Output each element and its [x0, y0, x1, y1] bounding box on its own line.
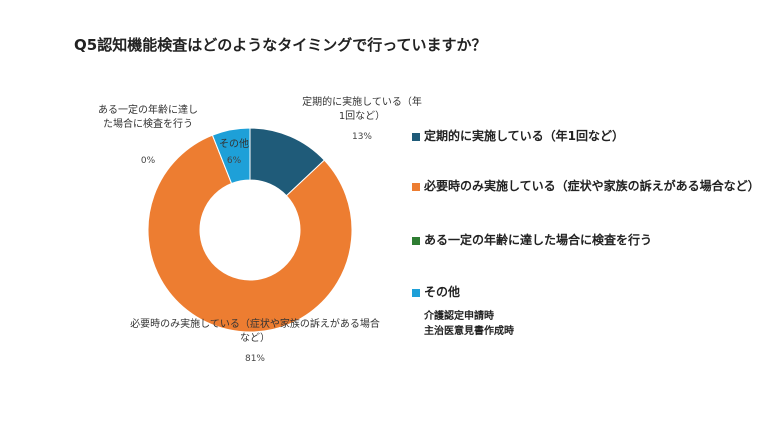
donut-slice [211, 127, 251, 185]
legend-label: 必要時のみ実施している（症状や家族の訴えがある場合など） [424, 179, 760, 193]
annotation: 介護認定申請時 [424, 311, 494, 322]
legend-swatch [412, 237, 420, 245]
legend-swatch [412, 289, 420, 297]
data-value-label: 13% [351, 132, 372, 142]
legend-swatch [412, 133, 420, 141]
data-value-label: 81% [244, 354, 265, 364]
legend-label: ある一定の年齢に達した場合に検査を行う [424, 233, 653, 247]
legend-label: その他 [424, 285, 461, 299]
data-label: ある一定の年齢に達した場合に検査を行う [98, 105, 198, 130]
annotation: 主治医意見書作成時 [424, 326, 514, 337]
data-label: その他 [219, 139, 249, 150]
data-value-label: 0% [140, 156, 156, 166]
data-label: 必要時のみ実施している（症状や家族の訴えがある場合など） [130, 319, 380, 344]
legend-swatch [412, 183, 420, 191]
legend-label: 定期的に実施している（年1回など） [424, 129, 624, 143]
data-label: 定期的に実施している（年1回など） [302, 97, 422, 122]
data-value-label: 6% [226, 156, 242, 166]
chart-title: Q5認知機能検査はどのようなタイミングで行っていますか？ [74, 36, 487, 54]
donut-slice [147, 134, 353, 333]
